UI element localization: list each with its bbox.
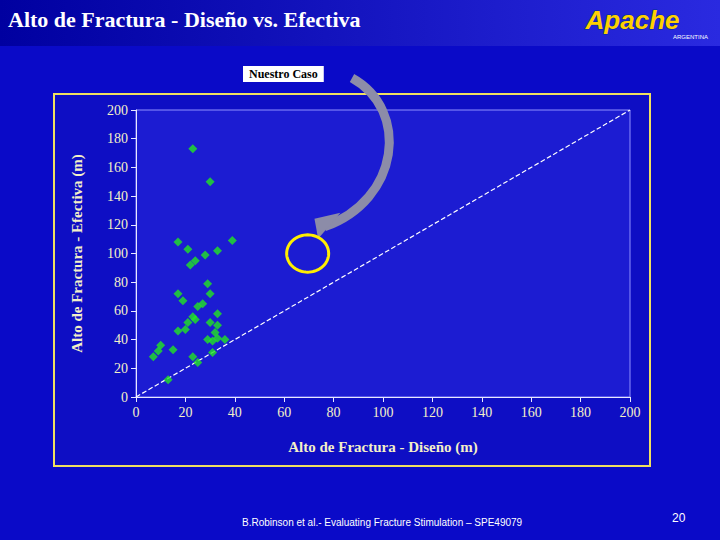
svg-text:60: 60 (114, 303, 128, 318)
svg-text:80: 80 (114, 275, 128, 290)
svg-text:20: 20 (178, 405, 192, 420)
svg-text:B.Robinson et al.- Evaluating: B.Robinson et al.- Evaluating Fracture S… (242, 517, 523, 528)
svg-text:180: 180 (570, 405, 591, 420)
svg-text:20: 20 (672, 511, 686, 525)
svg-text:60: 60 (277, 405, 291, 420)
svg-text:0: 0 (121, 390, 128, 405)
svg-text:Apache: Apache (585, 5, 680, 35)
svg-text:40: 40 (114, 332, 128, 347)
svg-text:Nuestro Caso: Nuestro Caso (249, 67, 318, 81)
svg-text:Alto de Fractura - Diseño (m): Alto de Fractura - Diseño (m) (288, 439, 478, 456)
svg-text:40: 40 (228, 405, 242, 420)
svg-text:100: 100 (107, 246, 128, 261)
svg-text:ARGENTINA: ARGENTINA (673, 34, 708, 40)
svg-text:100: 100 (373, 405, 394, 420)
svg-text:0: 0 (133, 405, 140, 420)
svg-text:200: 200 (107, 103, 128, 118)
svg-text:Alto de Fractura - Diseño vs.: Alto de Fractura - Diseño vs. Efectiva (8, 7, 361, 32)
svg-text:20: 20 (114, 361, 128, 376)
svg-text:140: 140 (471, 405, 492, 420)
svg-text:200: 200 (620, 405, 641, 420)
svg-text:120: 120 (107, 217, 128, 232)
svg-text:160: 160 (107, 160, 128, 175)
svg-text:140: 140 (107, 189, 128, 204)
svg-text:Alto de Fractura - Efectiva (m: Alto de Fractura - Efectiva (m) (69, 154, 86, 353)
svg-text:180: 180 (107, 131, 128, 146)
svg-text:120: 120 (422, 405, 443, 420)
svg-text:80: 80 (327, 405, 341, 420)
svg-text:160: 160 (521, 405, 542, 420)
